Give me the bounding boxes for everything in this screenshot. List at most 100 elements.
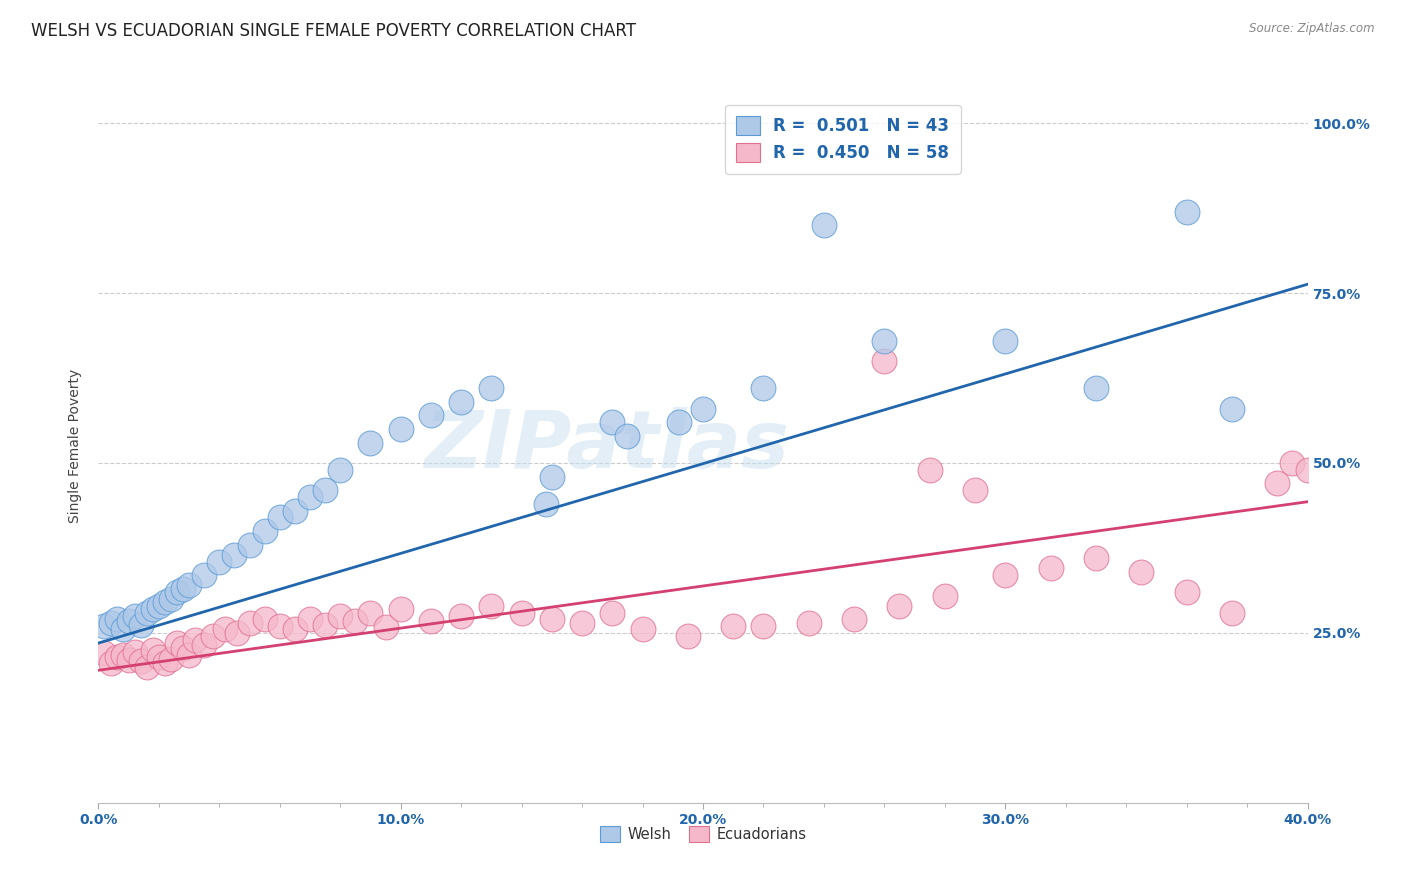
Point — [166, 636, 188, 650]
Point — [723, 619, 745, 633]
Point — [389, 602, 412, 616]
Point — [142, 602, 165, 616]
Point — [1130, 565, 1153, 579]
Point — [965, 483, 987, 498]
Legend: Welsh, Ecuadorians: Welsh, Ecuadorians — [592, 819, 814, 849]
Point — [111, 648, 134, 662]
Point — [813, 218, 835, 232]
Point — [208, 555, 231, 569]
Point — [184, 632, 207, 647]
Point — [1175, 585, 1198, 599]
Point — [314, 483, 336, 498]
Point — [420, 614, 443, 628]
Text: ZIPatlas: ZIPatlas — [423, 407, 789, 485]
Point — [934, 589, 956, 603]
Point — [631, 623, 654, 637]
Point — [299, 490, 322, 504]
Point — [344, 614, 367, 628]
Point — [202, 629, 225, 643]
Point — [284, 623, 307, 637]
Point — [111, 623, 134, 637]
Point — [534, 497, 557, 511]
Point — [1281, 456, 1303, 470]
Point — [450, 394, 472, 409]
Y-axis label: Single Female Poverty: Single Female Poverty — [69, 369, 83, 523]
Point — [481, 599, 503, 613]
Point — [481, 381, 503, 395]
Point — [153, 657, 176, 671]
Point — [100, 657, 122, 671]
Point — [420, 409, 443, 423]
Point — [540, 612, 562, 626]
Point — [329, 463, 352, 477]
Point — [571, 615, 593, 630]
Point — [148, 599, 170, 613]
Point — [360, 435, 382, 450]
Text: Source: ZipAtlas.com: Source: ZipAtlas.com — [1250, 22, 1375, 36]
Point — [676, 629, 699, 643]
Point — [193, 638, 215, 652]
Point — [193, 568, 215, 582]
Point — [129, 655, 152, 669]
Point — [253, 612, 276, 626]
Point — [1175, 204, 1198, 219]
Point — [284, 503, 307, 517]
Point — [118, 614, 141, 628]
Point — [1267, 476, 1289, 491]
Point — [1296, 463, 1319, 477]
Point — [239, 537, 262, 551]
Point — [1220, 606, 1243, 620]
Point — [172, 640, 194, 655]
Point — [93, 646, 115, 660]
Point — [166, 585, 188, 599]
Point — [873, 334, 896, 348]
Point — [844, 612, 866, 626]
Point — [873, 354, 896, 368]
Point — [668, 415, 690, 429]
Point — [142, 643, 165, 657]
Point — [153, 595, 176, 609]
Point — [135, 660, 157, 674]
Point — [889, 599, 911, 613]
Point — [148, 649, 170, 664]
Point — [239, 615, 262, 630]
Point — [540, 469, 562, 483]
Point — [1039, 561, 1062, 575]
Point — [314, 617, 336, 632]
Point — [160, 591, 183, 606]
Point — [135, 606, 157, 620]
Point — [692, 401, 714, 416]
Point — [797, 615, 820, 630]
Point — [269, 510, 291, 524]
Point — [100, 615, 122, 630]
Point — [172, 582, 194, 596]
Point — [1085, 551, 1108, 566]
Point — [374, 620, 396, 634]
Point — [118, 653, 141, 667]
Point — [752, 619, 775, 633]
Point — [179, 578, 201, 592]
Point — [360, 606, 382, 620]
Point — [214, 623, 236, 637]
Point — [253, 524, 276, 538]
Point — [179, 648, 201, 662]
Point — [994, 334, 1017, 348]
Point — [105, 649, 128, 664]
Point — [299, 612, 322, 626]
Point — [129, 617, 152, 632]
Point — [124, 645, 146, 659]
Point — [602, 415, 624, 429]
Point — [160, 651, 183, 665]
Point — [226, 626, 249, 640]
Point — [616, 429, 638, 443]
Point — [918, 463, 941, 477]
Point — [105, 612, 128, 626]
Point — [329, 608, 352, 623]
Text: WELSH VS ECUADORIAN SINGLE FEMALE POVERTY CORRELATION CHART: WELSH VS ECUADORIAN SINGLE FEMALE POVERT… — [31, 22, 636, 40]
Point — [450, 608, 472, 623]
Point — [752, 381, 775, 395]
Point — [124, 608, 146, 623]
Point — [269, 619, 291, 633]
Point — [1220, 401, 1243, 416]
Point — [389, 422, 412, 436]
